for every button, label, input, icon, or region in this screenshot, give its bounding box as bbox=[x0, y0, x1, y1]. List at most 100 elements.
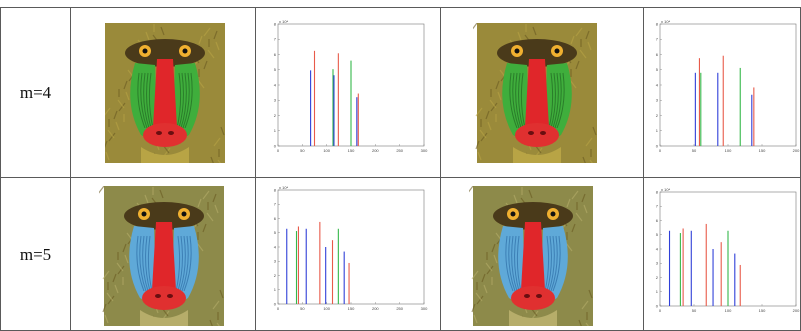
fur-strand bbox=[162, 310, 170, 320]
y-tick-label: 8 bbox=[656, 21, 659, 26]
baboon-face bbox=[473, 23, 597, 163]
cheek-ridge bbox=[175, 235, 181, 292]
nostril bbox=[524, 294, 530, 298]
y-exponent-label: x 10⁴ bbox=[279, 19, 289, 24]
y-tick-label: 5 bbox=[656, 232, 659, 237]
fur-strand bbox=[105, 140, 108, 149]
fur-strand bbox=[202, 190, 210, 200]
baboon-image-m4-a bbox=[70, 7, 255, 177]
fur-strand bbox=[582, 156, 586, 163]
fur-strand bbox=[571, 223, 576, 233]
y-tick-label: 1 bbox=[274, 287, 277, 292]
cheek-ridge bbox=[516, 235, 522, 292]
fur-strand bbox=[219, 289, 224, 299]
y-tick-label: 2 bbox=[274, 273, 277, 278]
right-pupil bbox=[550, 211, 556, 217]
cheek-ridge bbox=[137, 72, 146, 129]
cheek-ridge bbox=[515, 72, 522, 129]
fur-strand bbox=[495, 80, 500, 90]
x-tick-label: 0 bbox=[659, 148, 662, 153]
fur-strand bbox=[480, 132, 488, 142]
cheek-ridge bbox=[556, 72, 565, 129]
fur-strand bbox=[123, 80, 128, 90]
fur-strand bbox=[475, 292, 483, 302]
fur-strand bbox=[108, 132, 116, 142]
fur-strand bbox=[216, 322, 220, 326]
cheek-ridge bbox=[548, 235, 555, 292]
fur-strand bbox=[159, 189, 164, 199]
fur-strand bbox=[477, 151, 482, 161]
y-tick-label: 0 bbox=[274, 301, 277, 306]
cheek-ridge bbox=[176, 72, 182, 129]
y-tick-label: 6 bbox=[656, 218, 659, 223]
fur-strand bbox=[215, 41, 220, 51]
fur-strand bbox=[531, 310, 539, 320]
nostril bbox=[536, 294, 542, 298]
x-tick-label: 50 bbox=[300, 148, 305, 153]
fur-strand bbox=[469, 186, 474, 193]
x-tick-label: 50 bbox=[692, 148, 697, 153]
fur-strand bbox=[212, 300, 220, 310]
y-tick-label: 3 bbox=[656, 261, 659, 266]
y-tick-label: 1 bbox=[274, 128, 277, 133]
baboon-image-m5-a bbox=[70, 177, 255, 331]
fur-strand bbox=[497, 91, 502, 101]
nose bbox=[521, 222, 545, 295]
fur-strand bbox=[585, 322, 589, 326]
fur-strand bbox=[113, 110, 118, 120]
x-tick-label: 200 bbox=[793, 308, 800, 313]
y-tick-label: 3 bbox=[656, 98, 659, 103]
row-label-m5: m=5 bbox=[0, 177, 70, 331]
x-tick-label: 0 bbox=[659, 308, 662, 313]
chin-fur bbox=[141, 147, 189, 163]
cheek-ridge bbox=[511, 235, 518, 292]
x-tick-label: 50 bbox=[692, 308, 697, 313]
fur-strand bbox=[117, 265, 125, 275]
y-tick-label: 4 bbox=[656, 82, 659, 87]
y-tick-label: 8 bbox=[274, 187, 277, 192]
cheek-ridge bbox=[181, 235, 189, 292]
cheek-ridge bbox=[544, 235, 550, 292]
cheek-ridge bbox=[512, 72, 520, 129]
fur-strand bbox=[210, 156, 214, 163]
cheek-ridge bbox=[180, 72, 187, 129]
fur-strand bbox=[587, 41, 592, 51]
cheek-ridge bbox=[548, 72, 554, 129]
cheek-ridge bbox=[143, 72, 150, 129]
fur-strand bbox=[197, 198, 202, 208]
x-tick-label: 300 bbox=[421, 148, 428, 153]
fur-strand bbox=[473, 23, 478, 30]
fur-strand bbox=[117, 99, 125, 109]
y-tick-label: 5 bbox=[656, 67, 659, 72]
fur-strand bbox=[196, 242, 204, 252]
y-tick-label: 2 bbox=[656, 275, 659, 280]
muzzle bbox=[515, 123, 559, 147]
x-tick-label: 300 bbox=[421, 306, 428, 311]
fur-strand bbox=[578, 319, 582, 326]
left-pupil bbox=[141, 211, 147, 217]
fur-strand bbox=[513, 194, 518, 204]
cheek-ridge bbox=[505, 235, 514, 292]
baboon-image-m4-b bbox=[440, 7, 643, 177]
baboon-face bbox=[99, 186, 224, 326]
fur-strand bbox=[220, 126, 225, 136]
fur-strand bbox=[107, 295, 115, 305]
y-tick-label: 0 bbox=[656, 143, 659, 148]
cheek-ridge bbox=[550, 72, 556, 129]
histogram-m5-a: x 10⁴ 0 1 2 3 4 5 6 7 8 0 50 100 150 200 250 300 bbox=[255, 177, 440, 331]
cheek-ridge bbox=[184, 72, 193, 129]
fur-strand bbox=[592, 126, 597, 136]
cheek-ridge bbox=[148, 72, 154, 129]
fur-strand bbox=[483, 284, 488, 294]
fur-strand bbox=[206, 212, 214, 222]
chin-fur bbox=[140, 310, 188, 326]
fur-strand bbox=[203, 60, 208, 70]
y-tick-label: 8 bbox=[274, 21, 277, 26]
cheek-ridge bbox=[177, 235, 183, 292]
y-exponent-label: x 10⁴ bbox=[661, 19, 671, 24]
y-tick-label: 5 bbox=[274, 230, 277, 235]
y-tick-label: 7 bbox=[274, 202, 277, 207]
fur-strand bbox=[490, 102, 498, 112]
fur-strand bbox=[125, 91, 130, 101]
